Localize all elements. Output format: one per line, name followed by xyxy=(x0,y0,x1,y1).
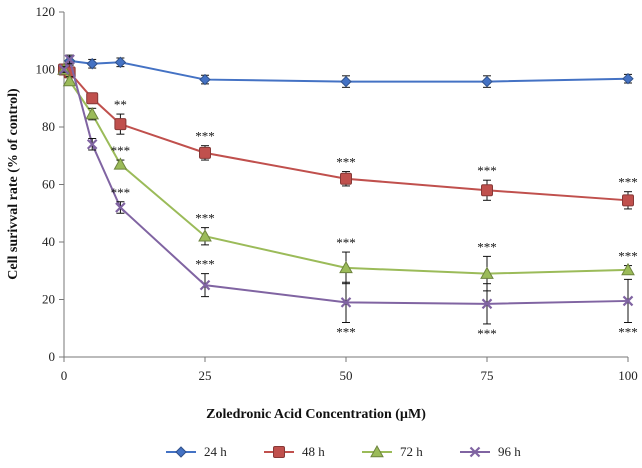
significance-label: *** xyxy=(477,326,497,341)
significance-label: *** xyxy=(336,155,356,170)
series-24h xyxy=(58,55,634,88)
legend-marker xyxy=(469,446,481,458)
legend-marker xyxy=(273,446,285,458)
data-point-72h xyxy=(480,266,494,279)
data-point-72h xyxy=(339,260,353,274)
data-point-96h xyxy=(199,279,211,291)
data-point-72h xyxy=(62,73,77,87)
series-line-96h xyxy=(63,56,629,305)
significance-label: *** xyxy=(336,325,356,340)
data-point-24h xyxy=(114,56,127,69)
data-point-96h xyxy=(622,295,634,307)
y-tick-label: 100 xyxy=(36,62,56,77)
series-line-72h xyxy=(63,69,629,275)
y-tick-label: 60 xyxy=(42,177,55,192)
data-point-96h xyxy=(86,138,98,150)
data-point-48h xyxy=(199,146,211,159)
x-tick-label: 25 xyxy=(199,368,212,383)
legend-item-24h: 24 h xyxy=(166,444,227,459)
series-72h xyxy=(57,62,635,292)
data-point-48h xyxy=(86,92,99,105)
y-tick-label: 120 xyxy=(36,4,56,19)
series-layer xyxy=(57,54,635,325)
data-point-72h xyxy=(621,262,635,276)
data-point-72h xyxy=(113,157,128,170)
data-point-24h xyxy=(481,75,493,88)
legend-item-48h: 48 h xyxy=(264,444,325,459)
y-tick-label: 0 xyxy=(49,349,56,364)
y-ticks: 0 20 40 60 80 100 120 xyxy=(36,4,64,364)
significance-label: *** xyxy=(477,239,497,254)
legend-label: 24 h xyxy=(204,444,227,459)
significance-label: *** xyxy=(336,235,356,250)
significance-label: *** xyxy=(618,325,638,340)
significance-label: ** xyxy=(114,97,127,112)
data-point-72h xyxy=(198,229,212,242)
legend-label: 48 h xyxy=(302,444,325,459)
data-point-48h xyxy=(340,172,352,185)
data-point-24h xyxy=(199,73,211,86)
legend-item-72h: 72 h xyxy=(362,444,423,459)
data-point-96h xyxy=(115,202,126,213)
significance-label: *** xyxy=(618,175,638,190)
data-point-96h xyxy=(64,54,75,65)
legend-marker xyxy=(175,446,187,458)
data-point-48h xyxy=(622,194,634,207)
data-point-48h xyxy=(481,184,493,197)
legend-label: 96 h xyxy=(498,444,521,459)
x-tick-label: 0 xyxy=(61,368,68,383)
data-point-96h xyxy=(58,64,70,75)
data-point-24h xyxy=(340,75,352,88)
significance-label: *** xyxy=(111,143,131,158)
legend: 24 h 48 h 72 h 96 h xyxy=(166,444,521,459)
legend-item-96h: 96 h xyxy=(460,444,521,459)
x-tick-label: 100 xyxy=(618,368,638,383)
y-tick-label: 80 xyxy=(42,119,55,134)
legend-label: 72 h xyxy=(400,444,423,459)
legend-marker xyxy=(370,444,384,458)
significance-layer: *********************** *************** **… xyxy=(111,97,638,341)
y-axis-title: Cell surivval rate (% of control) xyxy=(6,88,21,280)
data-point-96h xyxy=(481,298,493,310)
significance-label: *** xyxy=(477,163,497,178)
y-tick-label: 40 xyxy=(42,234,55,249)
x-axis-title: Zoledronic Acid Concentration (µM) xyxy=(206,407,426,422)
data-point-96h xyxy=(340,297,352,308)
data-point-24h xyxy=(622,72,634,85)
x-ticks: 0 25 50 75 100 xyxy=(61,357,638,383)
x-tick-label: 75 xyxy=(481,368,494,383)
significance-label: *** xyxy=(618,249,638,264)
data-point-48h xyxy=(114,118,127,131)
significance-label: *** xyxy=(195,129,215,144)
data-point-24h xyxy=(86,58,98,70)
significance-label: *** xyxy=(195,211,215,226)
significance-label: *** xyxy=(195,257,215,272)
data-point-72h xyxy=(85,107,100,120)
x-tick-label: 50 xyxy=(340,368,353,383)
significance-label: *** xyxy=(111,185,131,200)
y-tick-label: 20 xyxy=(42,292,55,307)
series-96h xyxy=(58,54,634,325)
